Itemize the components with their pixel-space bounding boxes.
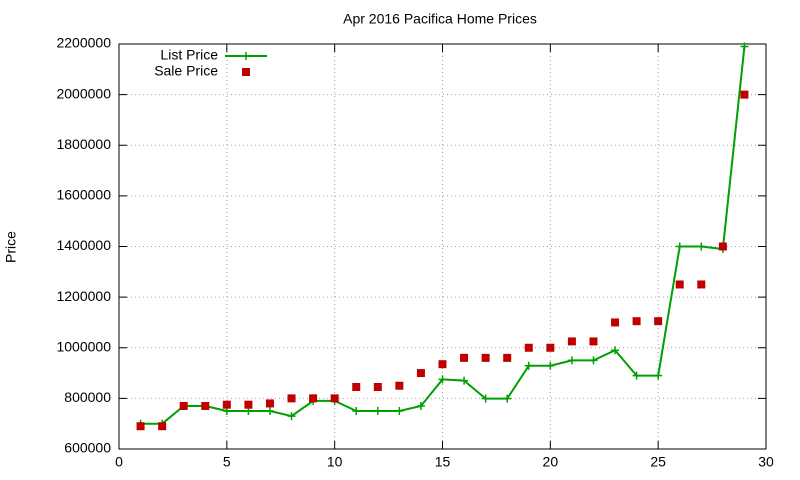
point [265,407,274,416]
point [179,401,188,410]
y-tick-label: 1800000 [56,136,111,152]
point [567,337,576,346]
point [287,412,296,421]
point [438,375,447,384]
point [481,353,490,362]
point [740,90,749,99]
point [675,242,684,251]
point [287,394,296,403]
point [136,422,145,431]
point [589,337,598,346]
point [460,376,469,385]
x-tick-label: 20 [543,454,559,470]
y-tick-label: 2000000 [56,85,111,101]
point [201,401,210,410]
point [352,382,361,391]
point [373,382,382,391]
point [697,242,706,251]
point [438,360,447,369]
point [632,317,641,326]
point [309,394,318,403]
point [244,400,253,409]
legend-label: List Price [160,47,218,63]
x-tick-label: 25 [650,454,666,470]
plot-frame [118,43,767,450]
point [265,399,274,408]
x-tick-label: 15 [435,454,451,470]
point [546,361,555,370]
point [222,400,231,409]
y-tick-label: 2200000 [56,35,111,51]
y-tick-label: 800000 [64,389,111,405]
point [546,343,555,352]
point [503,394,512,403]
point [524,343,533,352]
y-tick-label: 600000 [64,440,111,456]
point [675,280,684,289]
point [395,407,404,416]
y-tick-label: 1200000 [56,288,111,304]
point [718,242,727,251]
y-axis-label: Price [3,231,19,263]
point [654,371,663,380]
x-tick-label: 30 [758,454,774,470]
x-tick-label: 10 [327,454,343,470]
point [740,42,749,51]
x-tick-label: 0 [115,454,123,470]
point [373,407,382,416]
point [158,422,167,431]
point [611,346,620,355]
point [416,401,425,410]
point [567,356,576,365]
y-tick-label: 1000000 [56,338,111,354]
x-tick-label: 5 [223,454,231,470]
point [416,369,425,378]
point [460,353,469,362]
point [524,361,533,370]
point [654,317,663,326]
point [589,356,598,365]
chart-title: Apr 2016 Pacifica Home Prices [343,11,537,27]
y-tick-label: 1400000 [56,237,111,253]
point [697,280,706,289]
point [395,381,404,390]
point [330,394,339,403]
point [632,371,641,380]
y-tick-label: 1600000 [56,187,111,203]
point [503,353,512,362]
point [611,318,620,327]
point [481,394,490,403]
legend-marker [242,68,250,76]
point [352,407,361,416]
legend-label: Sale Price [154,63,218,79]
legend-marker [242,52,250,60]
